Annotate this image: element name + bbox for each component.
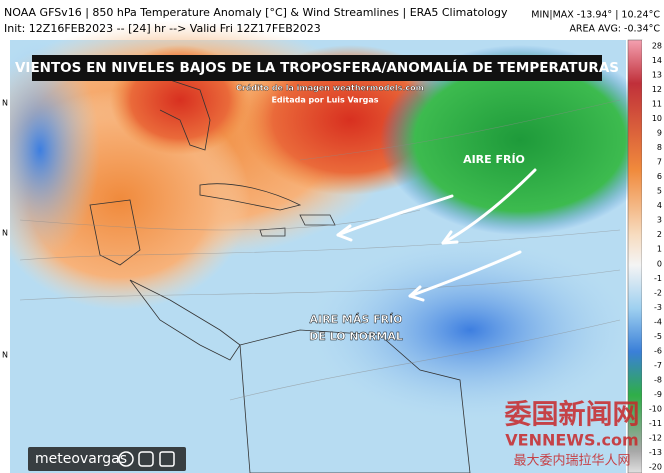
colorbar-label: 4 bbox=[657, 201, 662, 210]
wind-arrows bbox=[336, 168, 537, 302]
colorbar-label: 8 bbox=[657, 143, 662, 152]
colorbar-label: -7 bbox=[654, 361, 662, 370]
social-icons bbox=[118, 451, 175, 467]
cool-anomaly bbox=[310, 240, 630, 420]
colorbar-label: -2 bbox=[654, 288, 662, 297]
colorbar-label: 3 bbox=[657, 216, 662, 225]
colorbar-labels-bg bbox=[642, 40, 664, 473]
editor: Editada por Luis Vargas bbox=[271, 96, 378, 105]
colorbar-label: 7 bbox=[657, 158, 662, 167]
brand: meteovargas bbox=[35, 451, 127, 467]
coastlines bbox=[89, 79, 471, 473]
colorbar-label: -10 bbox=[649, 404, 662, 413]
colorbar-label: -6 bbox=[654, 346, 662, 355]
header-init: Init: 12Z16FEB2023 -- [24] hr --> Valid … bbox=[4, 22, 321, 35]
minmax: MIN|MAX -13.94° | 10.24°C bbox=[531, 10, 660, 21]
watermark: 最大委内瑞拉华人网 bbox=[513, 453, 630, 469]
lat-label: N bbox=[2, 351, 8, 360]
lat-label: N bbox=[2, 229, 8, 238]
colorbar-label: -9 bbox=[654, 390, 662, 399]
colorbar-label: 6 bbox=[657, 172, 662, 181]
colorbar-label: 0 bbox=[657, 259, 662, 268]
colorbar-label: 12 bbox=[652, 85, 662, 94]
area-avg: AREA AVG: -0.34°C bbox=[569, 24, 660, 35]
banner-box bbox=[32, 55, 602, 81]
colorbar-label: -8 bbox=[654, 375, 662, 384]
colorbar-label: 10 bbox=[652, 114, 662, 123]
credit: Crédito de la imagen weathermodels.com bbox=[236, 83, 424, 93]
annotation: DE LO NORMAL bbox=[309, 330, 403, 343]
cool-anomaly bbox=[0, 40, 100, 260]
colorbar-label: -5 bbox=[654, 332, 662, 341]
colorbar-label: 1 bbox=[657, 245, 662, 254]
colorbar-label: 28 bbox=[652, 42, 662, 51]
annotation: AIRE MÁS FRÍO bbox=[309, 313, 402, 326]
colorbar-label: -20 bbox=[649, 463, 662, 472]
colorbar-label: 9 bbox=[657, 129, 662, 138]
banner-title: VIENTOS EN NIVELES BAJOS DE LA TROPOSFER… bbox=[15, 59, 619, 76]
cold-anomaly bbox=[380, 45, 660, 235]
colorbar-label: -12 bbox=[649, 433, 662, 442]
watermark: VENNEWS.com bbox=[505, 431, 638, 450]
colorbar-label: 13 bbox=[652, 71, 662, 80]
colorbar-label: -1 bbox=[654, 274, 662, 283]
colorbar-label: 11 bbox=[652, 100, 662, 109]
brand-box bbox=[28, 447, 186, 471]
annotation: AIRE FRÍO bbox=[463, 153, 525, 166]
colorbar-label: -11 bbox=[649, 419, 662, 428]
left-margin bbox=[0, 40, 10, 473]
colorbar-label: -4 bbox=[654, 317, 662, 326]
colorbar-label: -3 bbox=[654, 303, 662, 312]
colorbar-label: -13 bbox=[649, 448, 662, 457]
colorbar-label: 14 bbox=[652, 56, 662, 65]
streamlines bbox=[19, 99, 621, 401]
colorbar-label: 2 bbox=[657, 230, 662, 239]
colorbar-label: 5 bbox=[657, 187, 662, 196]
header-title: NOAA GFSv16 | 850 hPa Temperature Anomal… bbox=[4, 6, 508, 19]
lat-label: N bbox=[2, 99, 8, 108]
watermark: 委国新闻网 bbox=[505, 399, 640, 431]
